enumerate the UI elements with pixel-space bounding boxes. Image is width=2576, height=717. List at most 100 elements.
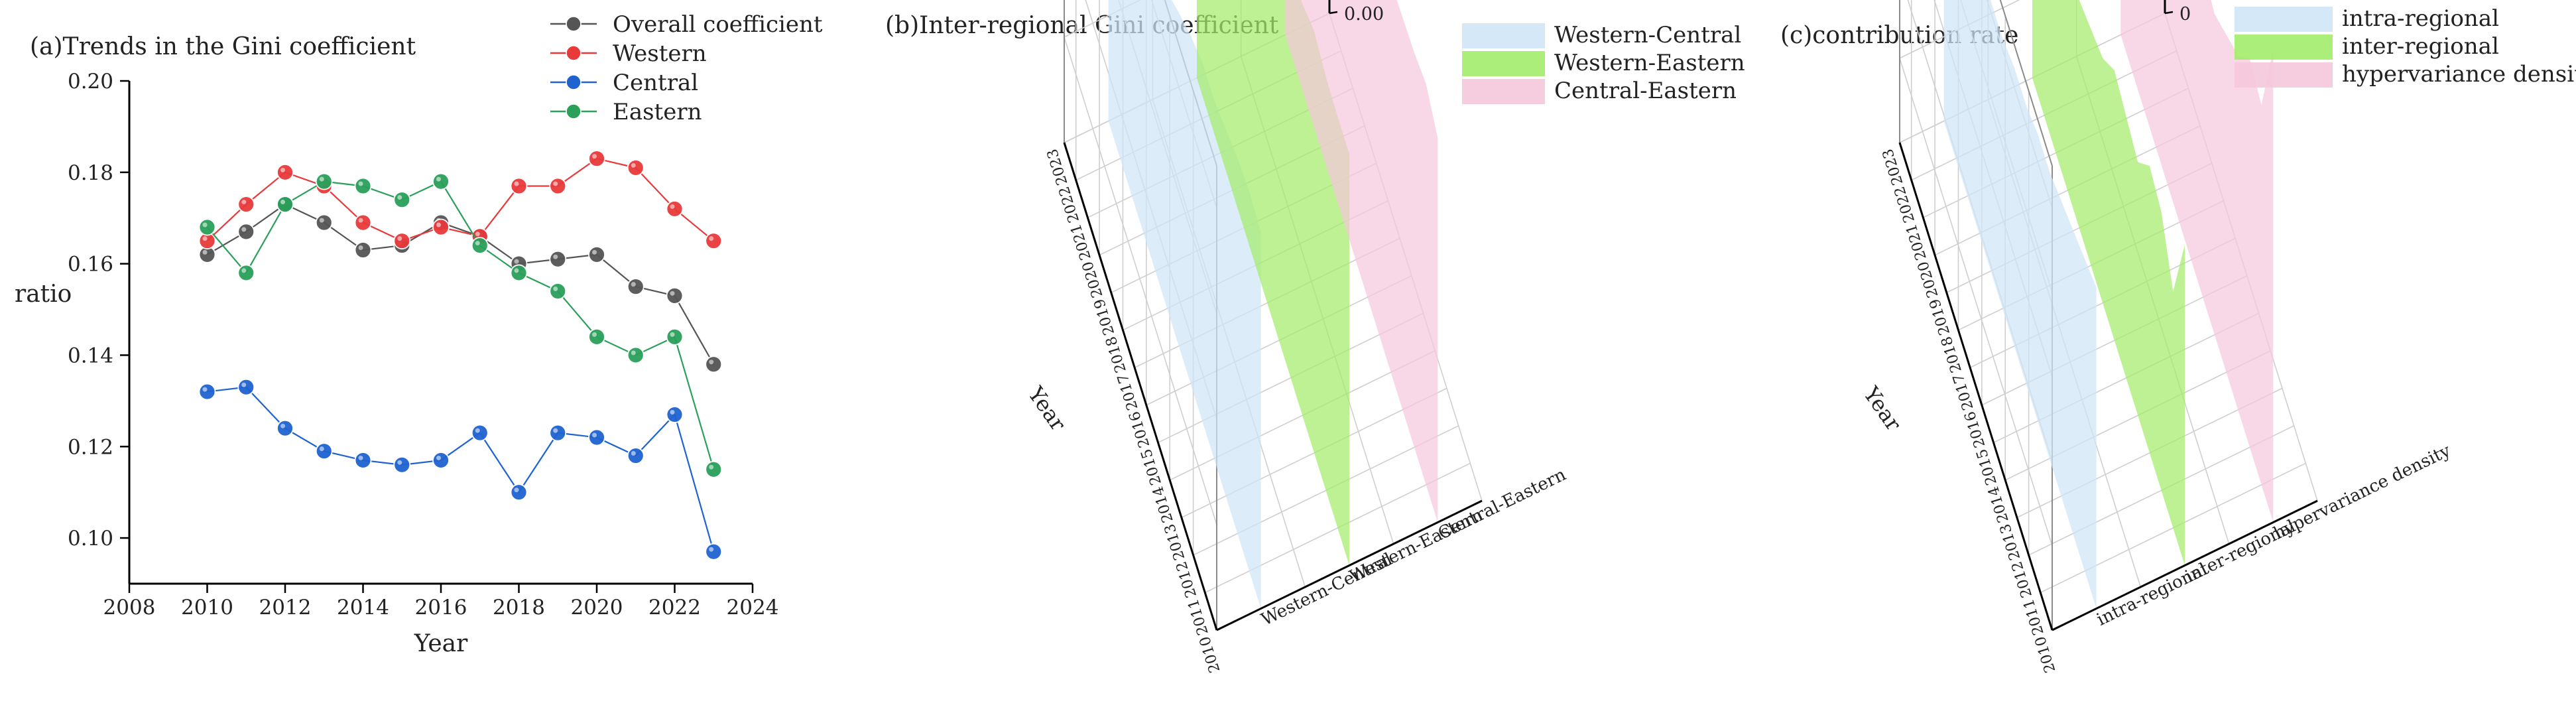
area-curtain	[2032, 0, 2185, 566]
data-point-highlight	[358, 218, 363, 223]
series-eastern	[198, 172, 723, 478]
data-point	[198, 218, 216, 236]
legend-label: Western	[613, 40, 707, 67]
data-point	[588, 150, 605, 168]
curtain-inter-regional	[2032, 0, 2186, 566]
data-point	[588, 328, 605, 346]
data-point	[549, 283, 567, 300]
x-tick-label: 2010	[181, 596, 233, 619]
legend-swatch	[1462, 79, 1545, 104]
data-point-highlight	[670, 332, 675, 337]
data-point-highlight	[592, 332, 597, 337]
data-point-highlight	[592, 154, 597, 159]
data-point-highlight	[202, 249, 208, 255]
legend-swatch	[1462, 51, 1545, 76]
data-point	[510, 264, 528, 282]
data-point-highlight	[280, 423, 285, 428]
data-point	[2184, 243, 2186, 245]
y-tick-label: 0.16	[68, 253, 113, 277]
data-point	[1402, 17, 1404, 19]
data-point	[2025, 104, 2027, 106]
data-point	[393, 456, 411, 474]
data-point-highlight	[397, 460, 402, 465]
legend-label: intra-regional	[2342, 5, 2499, 32]
curtain-intra-regional	[1943, 0, 2097, 609]
data-point	[237, 196, 255, 213]
floor-grid-line	[1969, 237, 2236, 368]
data-point	[1178, 12, 1180, 14]
data-point	[510, 177, 528, 195]
floor-grid-line	[1923, 88, 2189, 218]
data-point-highlight	[202, 387, 208, 392]
y-tick-label: 0.12	[68, 435, 113, 459]
data-point	[627, 346, 644, 364]
data-point	[276, 163, 294, 181]
data-point-highlight	[670, 291, 675, 296]
data-point	[276, 196, 294, 213]
data-point	[666, 328, 684, 346]
data-point	[1413, 52, 1415, 54]
data-point-highlight	[280, 200, 285, 205]
data-point	[705, 232, 723, 250]
data-point	[2083, 258, 2085, 260]
data-point-highlight	[475, 231, 480, 237]
x-tick-label: 2008	[103, 596, 156, 619]
data-point-highlight	[319, 176, 324, 182]
data-point	[237, 378, 255, 396]
legend-item: Overall coefficient	[550, 11, 823, 38]
data-point-highlight	[202, 236, 208, 241]
data-point-highlight	[709, 464, 714, 470]
data-point-highlight	[514, 488, 519, 493]
data-point-highlight	[592, 249, 597, 255]
floor-grid-line	[1934, 125, 2201, 256]
data-point	[2260, 104, 2262, 106]
data-point	[432, 172, 450, 190]
data-point-highlight	[670, 204, 675, 209]
curtain-central-eastern	[1285, 0, 1439, 523]
data-point-highlight	[241, 227, 247, 232]
data-point	[510, 484, 528, 501]
data-point	[2002, 37, 2004, 39]
x-tick-label: 2024	[727, 596, 779, 619]
data-point	[2060, 200, 2062, 202]
data-point-highlight	[514, 268, 519, 273]
legend-label: Overall coefficient	[613, 11, 823, 38]
category-tick-label: hypervariance density	[2270, 440, 2454, 543]
data-point	[315, 214, 333, 231]
data-point	[627, 159, 644, 176]
x-tick-label: 2012	[259, 596, 312, 619]
y-axis-label: ratio	[15, 281, 72, 308]
data-point	[2090, 28, 2092, 30]
data-point	[666, 406, 684, 423]
data-point	[1190, 34, 1192, 36]
data-point-highlight	[631, 451, 636, 456]
legend-label: Eastern	[613, 99, 702, 125]
data-point	[2037, 133, 2039, 135]
chart-title: (a)Trends in the Gini coefficient	[30, 33, 416, 60]
data-point	[1437, 137, 1439, 139]
panel-b-3d-area-chart: (b)Inter-regional Gini coefficient0.000.…	[885, 0, 1745, 675]
data-point-highlight	[631, 282, 636, 287]
year-tick-label: 2010	[2032, 634, 2059, 675]
legend-label: Western-Central	[1554, 22, 1741, 48]
data-point	[2137, 161, 2139, 163]
data-point-highlight	[553, 286, 558, 291]
x-axis-label: Year	[414, 630, 468, 657]
data-point	[666, 287, 684, 304]
data-point-highlight	[553, 428, 558, 433]
data-point-highlight	[358, 455, 363, 460]
year-axis-line	[1063, 142, 1218, 631]
legend-marker	[566, 16, 582, 32]
box-frame-edge	[1999, 0, 2053, 166]
legend-swatch	[2235, 62, 2333, 88]
data-point-highlight	[280, 167, 285, 172]
data-point-highlight	[514, 259, 519, 264]
data-point	[315, 172, 333, 190]
z-tick	[2164, 11, 2174, 15]
x-tick-label: 2018	[493, 596, 545, 619]
y-tick-label: 0.10	[68, 527, 113, 551]
data-point	[471, 424, 489, 442]
data-point	[666, 200, 684, 218]
data-point	[627, 447, 644, 464]
z-tick	[1329, 11, 1338, 15]
